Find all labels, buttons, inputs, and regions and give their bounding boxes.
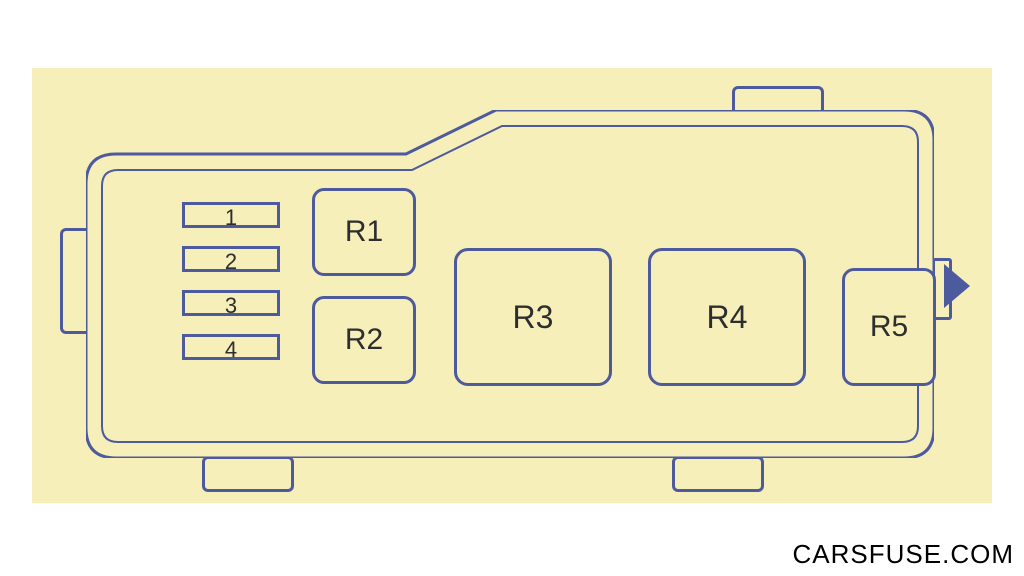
relay-r2: R2 [312,296,416,384]
relay-label: R5 [870,310,908,344]
fuse-label: 4 [225,337,237,362]
relay-label: R1 [345,215,383,249]
relay-label: R4 [707,299,748,336]
watermark-text: CARSFUSE.COM [793,539,1014,570]
mounting-tab-bottom-right [672,456,764,492]
fuse-slot-3: 3 [182,290,280,316]
relay-r5: R5 [842,268,936,386]
relay-label: R2 [345,323,383,357]
diagram-canvas: 1 2 3 4 R1 R2 R3 R4 R5 [32,68,992,503]
fuse-label: 1 [225,205,237,230]
fuse-slot-2: 2 [182,246,280,272]
fuse-label: 2 [225,249,237,274]
relay-r4: R4 [648,248,806,386]
connector-plug-tip-icon [944,264,970,308]
relay-r1: R1 [312,188,416,276]
fuse-slot-1: 1 [182,202,280,228]
connector-plug-right [932,258,972,314]
relay-label: R3 [513,299,554,336]
fuse-slot-4: 4 [182,334,280,360]
fuse-label: 3 [225,293,237,318]
relay-r3: R3 [454,248,612,386]
mounting-tab-bottom-left [202,456,294,492]
